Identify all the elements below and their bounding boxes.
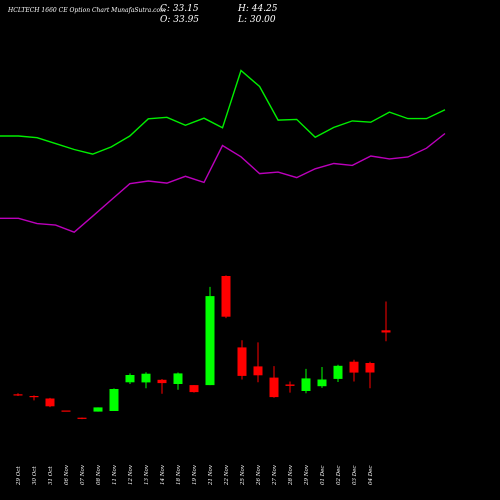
x-tick-label: 31 Oct: [48, 466, 54, 485]
x-tick-label: 19 Nov: [192, 464, 198, 485]
x-tick-label: 07 Nov: [80, 464, 86, 485]
candle-body: [381, 330, 391, 333]
x-tick-label: 08 Nov: [96, 464, 102, 485]
x-tick-label: 13 Nov: [144, 464, 150, 485]
candle-body: [13, 394, 23, 396]
candle: [125, 373, 135, 384]
candle-body: [205, 296, 215, 386]
candle: [189, 385, 199, 393]
candle-body: [61, 410, 71, 412]
chart-title: HCLTECH 1660 CE Option Chart MunafaSutra…: [8, 7, 166, 14]
candle-body: [173, 373, 183, 384]
candle: [285, 381, 295, 393]
high-value: H: 44.25: [238, 4, 278, 14]
lower-indicator-line: [0, 132, 446, 234]
candle: [157, 379, 167, 394]
candle-body: [285, 384, 295, 386]
candle-body: [269, 377, 279, 398]
candle: [45, 397, 55, 408]
x-tick-label: 01 Dec: [320, 466, 326, 486]
x-axis-labels: 29 Oct 30 Oct 31 Oct 06 Nov 07 Nov 08 Nov 11 N…: [16, 464, 374, 486]
candle-body: [221, 276, 231, 317]
x-tick-label: 28 Nov: [288, 464, 294, 486]
candle: [141, 372, 151, 389]
x-tick-label: 18 Nov: [176, 464, 182, 485]
candle: [269, 366, 279, 398]
candle: [365, 361, 375, 389]
candle-body: [45, 398, 55, 407]
candle-body: [141, 373, 151, 383]
x-tick-label: 26 Nov: [256, 464, 262, 486]
open-value: O: 33.95: [160, 15, 200, 25]
candle-body: [189, 385, 199, 393]
x-tick-label: 11 Nov: [112, 464, 118, 485]
candle: [205, 286, 215, 386]
candle: [77, 417, 87, 420]
candle-body: [365, 363, 375, 373]
x-tick-label: 30 Oct: [32, 466, 38, 485]
x-tick-label: 29 Nov: [304, 464, 310, 486]
x-tick-label: 21 Nov: [208, 464, 214, 486]
candle: [93, 407, 103, 412]
candle-body: [253, 366, 263, 376]
candle-body: [77, 417, 87, 419]
candle-body: [157, 379, 167, 384]
candle-body: [301, 378, 311, 391]
candle: [61, 410, 71, 412]
upper-indicator-line: [0, 69, 446, 155]
x-tick-label: 02 Dec: [336, 466, 342, 486]
x-tick-label: 29 Oct: [16, 466, 22, 486]
candle: [237, 340, 247, 380]
x-tick-label: 27 Nov: [272, 464, 278, 486]
x-tick-label: 14 Nov: [160, 464, 166, 485]
candle-body: [125, 375, 135, 383]
candle-body: [333, 365, 343, 379]
x-tick-label: 03 Dec: [352, 466, 358, 486]
candle: [221, 275, 231, 319]
candle: [317, 367, 327, 388]
candle: [13, 393, 23, 396]
candle: [253, 342, 263, 383]
close-value: C: 33.15: [160, 4, 199, 14]
candle-body: [349, 361, 359, 373]
x-tick-label: 06 Nov: [64, 464, 70, 485]
candle: [29, 395, 39, 401]
x-tick-label: 22 Nov: [224, 464, 230, 486]
candle-body: [237, 347, 247, 376]
candle: [381, 301, 391, 342]
candle: [173, 372, 183, 390]
x-tick-label: 04 Dec: [368, 466, 374, 486]
x-tick-label: 25 Nov: [240, 464, 246, 486]
x-tick-label: 12 Nov: [128, 464, 134, 485]
candles: [13, 275, 391, 420]
candle: [333, 364, 343, 382]
low-value: L: 30.00: [238, 15, 276, 25]
candle: [109, 388, 119, 411]
candle-body: [109, 389, 119, 411]
indicator-lines: [0, 69, 446, 234]
candle: [349, 359, 359, 382]
candle: [301, 368, 311, 394]
candle-body: [317, 379, 327, 387]
candle-body: [93, 407, 103, 412]
candle-body: [29, 396, 39, 398]
